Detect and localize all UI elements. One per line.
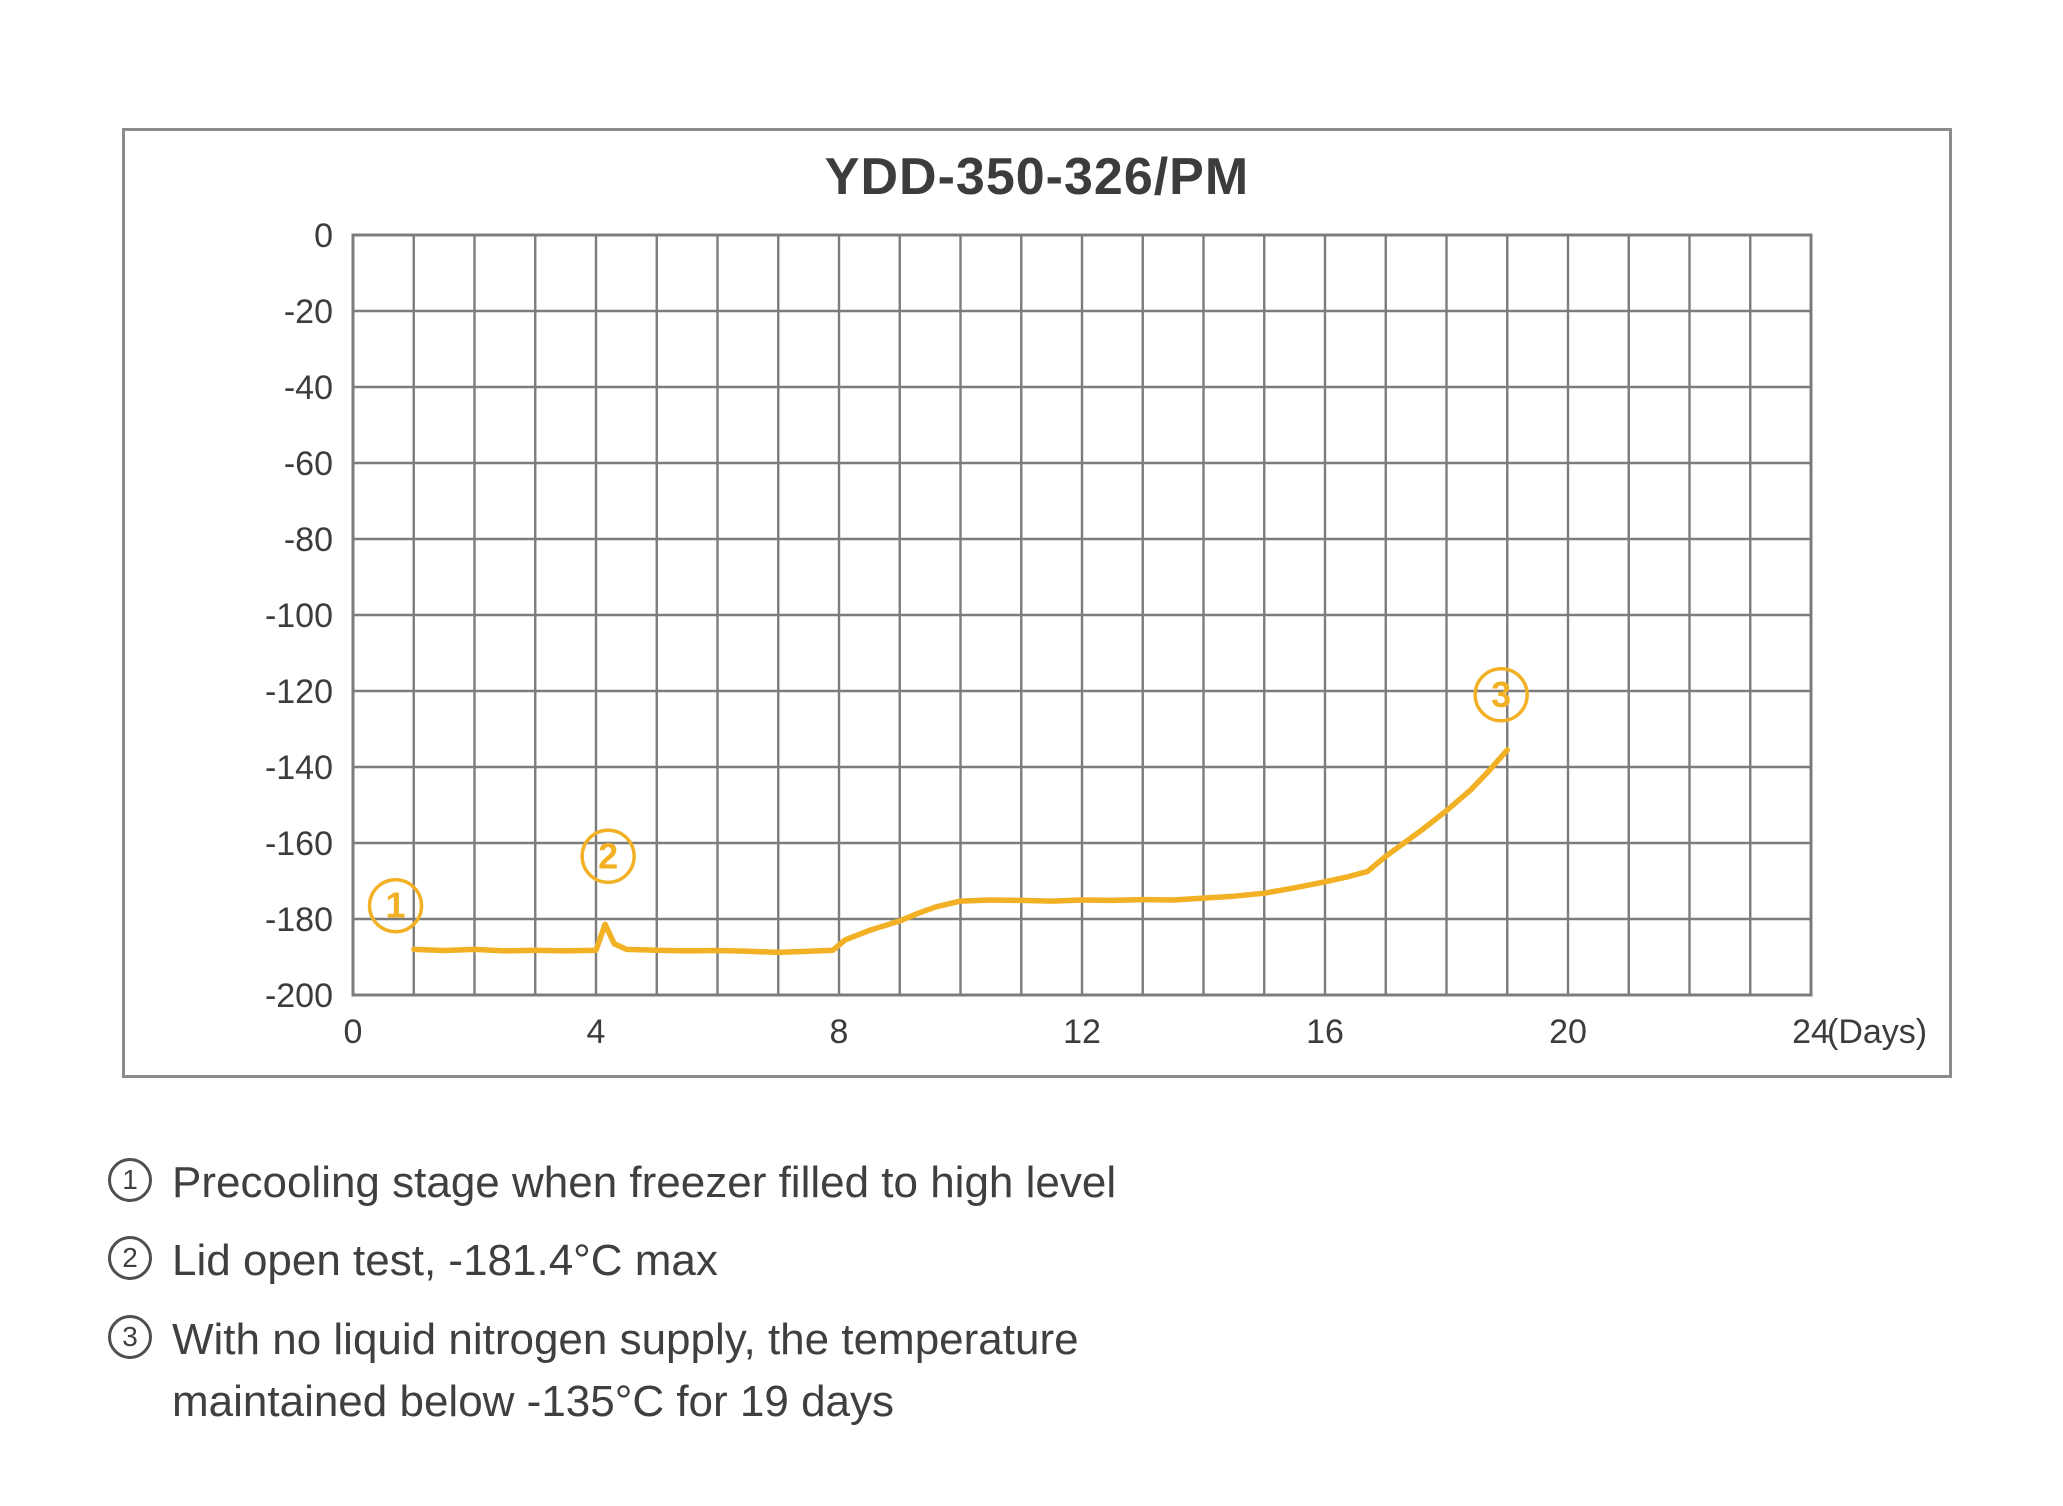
y-axis-tick-label: -60: [284, 445, 333, 483]
annotation-number-1: 1: [386, 885, 406, 926]
x-axis-tick-label: 8: [830, 1013, 849, 1051]
x-axis-tick-label: 16: [1306, 1013, 1344, 1051]
plot-border: [351, 233, 1813, 997]
y-axis-tick-label: -80: [284, 521, 333, 559]
y-axis-tick-label: -160: [265, 825, 333, 863]
annotation-number-2: 2: [598, 835, 618, 876]
temperature-line-chart: 0 -20 -40 -60 -80 -100 -120 -140 -160 -180 -200 0 4 8…: [265, 219, 1927, 1051]
note-item-1: 1 Precooling stage when freezer filled t…: [108, 1152, 1668, 1214]
y-axis-tick-label: -20: [284, 293, 333, 331]
note-text-2: Lid open test, -181.4°C max: [172, 1236, 718, 1286]
note-text-3: With no liquid nitrogen supply, the temp…: [172, 1314, 1079, 1427]
note-item-3: 3 With no liquid nitrogen supply, the te…: [108, 1309, 1668, 1434]
x-axis-unit-label: (Days): [1827, 1013, 1927, 1051]
circled-number-1: 1: [108, 1158, 152, 1202]
y-axis-tick-label: -120: [265, 673, 333, 711]
note-item-2: 2 Lid open test, -181.4°C max: [108, 1230, 1668, 1292]
x-axis-tick-label: 4: [587, 1013, 606, 1051]
circled-number-2: 2: [108, 1236, 152, 1281]
y-axis-tick-label: 0: [314, 219, 333, 255]
circled-number-3: 3: [108, 1314, 152, 1359]
y-axis-tick-label: -140: [265, 749, 333, 787]
x-axis-tick-label: 20: [1549, 1013, 1587, 1051]
x-axis-tick-label: 12: [1063, 1013, 1101, 1051]
annotation-number-3: 3: [1491, 674, 1511, 715]
chart-title: YDD-350-326/PM: [824, 148, 1250, 206]
x-axis-tick-label: 0: [344, 1013, 363, 1051]
note-text-1: Precooling stage when freezer filled to …: [172, 1158, 1117, 1207]
annotation-circle-3: [1473, 667, 1529, 723]
y-axis-tick-label: -100: [265, 597, 333, 635]
y-axis-tick-label: -180: [265, 901, 333, 939]
annotation-circle-1: [367, 877, 424, 934]
series-temperature: [411, 747, 1511, 956]
y-axis-tick-label: -200: [265, 977, 333, 1015]
notes-list: 1 Precooling stage when freezer filled t…: [108, 1152, 1668, 1450]
y-axis-tick-label: -40: [284, 369, 333, 407]
x-axis-tick-label: 24: [1792, 1013, 1830, 1051]
annotation-circle-2: [580, 828, 636, 885]
chart-panel: YDD-350-326/PM 0 -20 -40 -60 -80 -100 -120 -140…: [122, 128, 1952, 1078]
